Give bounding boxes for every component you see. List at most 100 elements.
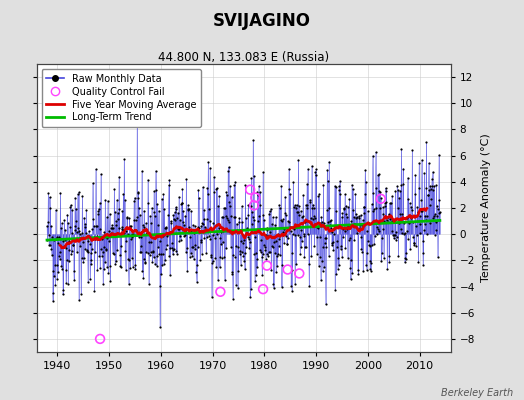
Point	[92, 223, 101, 230]
Point	[329, 247, 337, 253]
Point	[284, 235, 292, 241]
Point	[272, 269, 280, 275]
Point	[150, 261, 159, 268]
Point	[295, 270, 303, 277]
Point	[409, 240, 418, 246]
Point	[285, 186, 293, 192]
Point	[309, 201, 317, 208]
Point	[333, 238, 342, 244]
Point	[217, 241, 225, 247]
Point	[372, 184, 380, 191]
Point	[91, 248, 99, 255]
Point	[141, 220, 150, 226]
Point	[408, 147, 417, 154]
Point	[401, 255, 410, 261]
Point	[377, 250, 386, 256]
Title: 44.800 N, 133.083 E (Russia): 44.800 N, 133.083 E (Russia)	[158, 51, 329, 64]
Point	[413, 209, 422, 216]
Point	[220, 254, 228, 260]
Point	[105, 210, 114, 217]
Point	[201, 227, 210, 234]
Point	[274, 231, 282, 237]
Point	[346, 264, 354, 271]
Point	[310, 243, 319, 249]
Point	[235, 219, 243, 225]
Point	[184, 206, 193, 212]
Point	[258, 253, 266, 260]
Point	[321, 240, 329, 246]
Point	[163, 242, 171, 248]
Point	[318, 219, 326, 225]
Point	[208, 294, 216, 300]
Point	[379, 204, 387, 210]
Point	[65, 247, 73, 254]
Point	[406, 215, 414, 221]
Point	[236, 247, 244, 254]
Point	[173, 214, 181, 221]
Text: Berkeley Earth: Berkeley Earth	[441, 388, 514, 398]
Point	[94, 207, 103, 214]
Point	[256, 189, 264, 195]
Point	[337, 243, 345, 249]
Point	[190, 223, 199, 229]
Point	[112, 258, 120, 264]
Point	[100, 229, 108, 235]
Point	[423, 230, 432, 237]
Point	[219, 227, 227, 234]
Point	[338, 254, 346, 260]
Point	[400, 230, 409, 236]
Point	[421, 212, 429, 219]
Point	[100, 244, 108, 250]
Point	[307, 253, 315, 259]
Point	[355, 225, 364, 231]
Point	[131, 262, 139, 268]
Point	[72, 205, 80, 212]
Point	[64, 238, 73, 244]
Point	[385, 253, 393, 260]
Point	[296, 234, 304, 240]
Point	[248, 221, 256, 227]
Point	[56, 190, 64, 196]
Point	[163, 230, 172, 237]
Point	[293, 209, 301, 216]
Point	[43, 219, 52, 225]
Point	[353, 230, 361, 236]
Point	[298, 238, 306, 245]
Point	[375, 171, 383, 178]
Point	[166, 272, 174, 278]
Point	[311, 215, 319, 222]
Point	[205, 218, 214, 224]
Point	[420, 227, 428, 233]
Point	[165, 253, 173, 260]
Point	[214, 225, 223, 232]
Point	[280, 226, 288, 233]
Point	[66, 224, 74, 230]
Point	[70, 223, 79, 230]
Point	[425, 187, 433, 193]
Point	[429, 215, 438, 221]
Point	[374, 226, 383, 232]
Point	[154, 244, 162, 250]
Point	[82, 247, 91, 254]
Point	[257, 237, 266, 244]
Point	[61, 237, 69, 243]
Point	[194, 195, 203, 201]
Point	[116, 263, 125, 270]
Point	[90, 234, 98, 240]
Point	[268, 214, 277, 220]
Point	[60, 217, 69, 224]
Point	[413, 204, 422, 210]
Point	[388, 193, 396, 199]
Point	[266, 229, 275, 235]
Point	[147, 239, 155, 246]
Point	[282, 233, 290, 240]
Point	[174, 226, 182, 232]
Point	[338, 210, 346, 216]
Point	[271, 250, 279, 256]
Point	[180, 222, 188, 228]
Point	[160, 261, 168, 268]
Point	[70, 268, 78, 274]
Point	[255, 183, 263, 189]
Point	[68, 207, 77, 213]
Point	[334, 255, 342, 261]
